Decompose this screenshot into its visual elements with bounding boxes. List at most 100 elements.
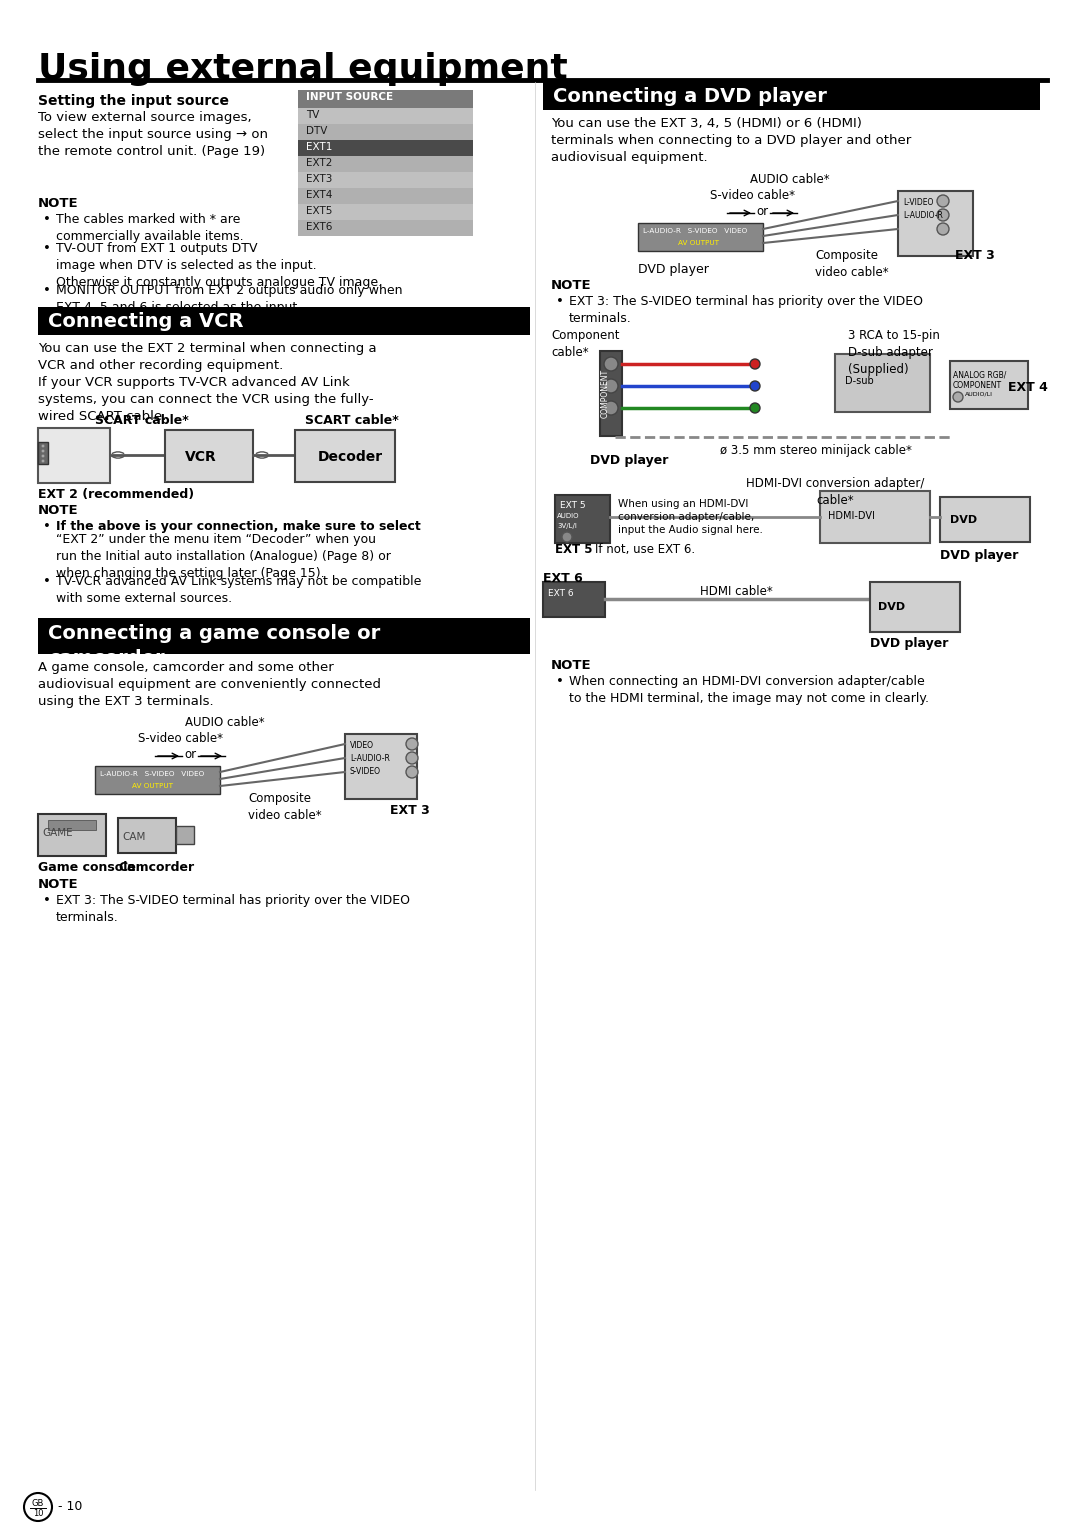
Bar: [600, 351, 622, 435]
Text: - 10: - 10: [58, 1500, 82, 1513]
Bar: [897, 191, 973, 257]
Text: ø 3.5 mm stereo minijack cable*: ø 3.5 mm stereo minijack cable*: [720, 445, 912, 457]
Text: EXT 6: EXT 6: [543, 571, 583, 585]
Bar: [298, 220, 473, 235]
Text: •: •: [43, 212, 51, 226]
Text: Composite
video cable*: Composite video cable*: [248, 792, 322, 822]
Text: L-AUDIO-R   S-VIDEO   VIDEO: L-AUDIO-R S-VIDEO VIDEO: [100, 772, 204, 778]
Bar: [543, 582, 605, 617]
Text: •: •: [43, 520, 51, 533]
Bar: [48, 821, 96, 830]
Text: The cables marked with * are
commercially available items.: The cables marked with * are commerciall…: [56, 212, 244, 243]
Text: “EXT 2” under the menu item “Decoder” when you
run the Initial auto installation: “EXT 2” under the menu item “Decoder” wh…: [56, 533, 391, 581]
Text: NOTE: NOTE: [551, 659, 592, 672]
Text: NOTE: NOTE: [551, 280, 592, 292]
Text: VIDEO: VIDEO: [350, 741, 374, 750]
Text: •: •: [43, 894, 51, 908]
Text: Decoder: Decoder: [318, 451, 383, 465]
Text: AUDIO/LI: AUDIO/LI: [966, 393, 993, 397]
Text: AV OUTPUT: AV OUTPUT: [677, 240, 718, 246]
Text: GAME: GAME: [42, 828, 72, 837]
Text: Camcorder: Camcorder: [118, 860, 194, 874]
Text: EXT3: EXT3: [306, 174, 333, 183]
Text: If not, use EXT 6.: If not, use EXT 6.: [595, 542, 696, 556]
Circle shape: [604, 379, 618, 393]
Text: EXT4: EXT4: [306, 189, 333, 200]
Text: AUDIO cable*: AUDIO cable*: [751, 173, 829, 186]
Bar: [870, 582, 960, 633]
Bar: [38, 428, 110, 483]
Text: To view external source images,
select the input source using → on
the remote co: To view external source images, select t…: [38, 112, 268, 157]
Text: DTV: DTV: [306, 125, 327, 136]
Text: Connecting a game console or
camcorder: Connecting a game console or camcorder: [48, 625, 380, 668]
Text: ANALOG RGB/: ANALOG RGB/: [953, 371, 1007, 380]
Text: DVD player: DVD player: [638, 263, 708, 277]
Text: COMPONENT: COMPONENT: [600, 368, 610, 417]
Text: EXT 5: EXT 5: [555, 542, 593, 556]
Text: or: or: [756, 205, 768, 219]
Bar: [835, 354, 930, 413]
Bar: [38, 617, 530, 654]
Text: L-VIDEO: L-VIDEO: [903, 199, 933, 206]
Text: EXT 2 (recommended): EXT 2 (recommended): [38, 487, 194, 501]
Text: AUDIO: AUDIO: [557, 513, 580, 520]
Text: S-video cable*: S-video cable*: [710, 189, 795, 202]
Circle shape: [406, 752, 418, 764]
Text: D-sub: D-sub: [845, 376, 874, 387]
Circle shape: [604, 358, 618, 371]
Circle shape: [406, 766, 418, 778]
Text: AV OUTPUT: AV OUTPUT: [132, 782, 173, 788]
Text: SCART cable*: SCART cable*: [305, 414, 399, 426]
Text: DVD player: DVD player: [870, 637, 948, 649]
Text: NOTE: NOTE: [38, 504, 79, 516]
Text: •: •: [43, 284, 51, 296]
Circle shape: [406, 738, 418, 750]
Text: 3 RCA to 15-pin
D-sub adapter
(Supplied): 3 RCA to 15-pin D-sub adapter (Supplied): [848, 329, 940, 376]
Text: 10: 10: [32, 1508, 43, 1517]
Circle shape: [937, 223, 949, 235]
Text: •: •: [556, 675, 564, 688]
Text: EXT5: EXT5: [306, 206, 333, 215]
Text: DVD player: DVD player: [590, 454, 669, 468]
Text: Composite
video cable*: Composite video cable*: [815, 249, 889, 280]
Text: EXT2: EXT2: [306, 157, 333, 168]
Bar: [638, 223, 762, 251]
Text: INPUT SOURCE: INPUT SOURCE: [306, 92, 393, 102]
Text: EXT1: EXT1: [306, 142, 333, 151]
Text: You can use the EXT 2 terminal when connecting a
VCR and other recording equipme: You can use the EXT 2 terminal when conn…: [38, 342, 377, 423]
Bar: [555, 495, 610, 542]
Text: You can use the EXT 3, 4, 5 (HDMI) or 6 (HDMI)
terminals when connecting to a DV: You can use the EXT 3, 4, 5 (HDMI) or 6 …: [551, 118, 912, 163]
Text: GB: GB: [31, 1499, 44, 1508]
Bar: [940, 497, 1030, 542]
Text: Setting the input source: Setting the input source: [38, 95, 229, 108]
Text: EXT 3: EXT 3: [390, 804, 430, 817]
Text: Connecting a VCR: Connecting a VCR: [48, 312, 243, 332]
Circle shape: [604, 400, 618, 416]
Bar: [950, 361, 1028, 410]
Bar: [298, 108, 473, 124]
Text: Game console: Game console: [38, 860, 136, 874]
Text: •: •: [43, 241, 51, 255]
Circle shape: [750, 359, 760, 368]
Bar: [95, 766, 220, 795]
Text: L-AUDIO-R   S-VIDEO   VIDEO: L-AUDIO-R S-VIDEO VIDEO: [643, 228, 747, 234]
Text: TV: TV: [306, 110, 320, 121]
Circle shape: [41, 454, 44, 457]
Text: HDMI cable*: HDMI cable*: [700, 585, 773, 597]
Text: Component
cable*: Component cable*: [551, 329, 620, 359]
Text: A game console, camcorder and some other
audiovisual equipment are conveniently : A game console, camcorder and some other…: [38, 662, 381, 707]
Circle shape: [750, 380, 760, 391]
Text: DVD: DVD: [950, 515, 977, 526]
Text: VCR: VCR: [185, 451, 217, 465]
Text: L-AUDIO-R: L-AUDIO-R: [903, 211, 943, 220]
Text: Using external equipment: Using external equipment: [38, 52, 568, 86]
Bar: [298, 173, 473, 188]
Text: DVD player: DVD player: [940, 549, 1018, 562]
Text: HDMI-DVI: HDMI-DVI: [828, 510, 875, 521]
Circle shape: [937, 209, 949, 222]
Text: TV-OUT from EXT 1 outputs DTV
image when DTV is selected as the input.
Otherwise: TV-OUT from EXT 1 outputs DTV image when…: [56, 241, 382, 289]
Bar: [543, 83, 1040, 110]
Circle shape: [937, 196, 949, 206]
Bar: [38, 814, 106, 856]
Circle shape: [41, 460, 44, 463]
